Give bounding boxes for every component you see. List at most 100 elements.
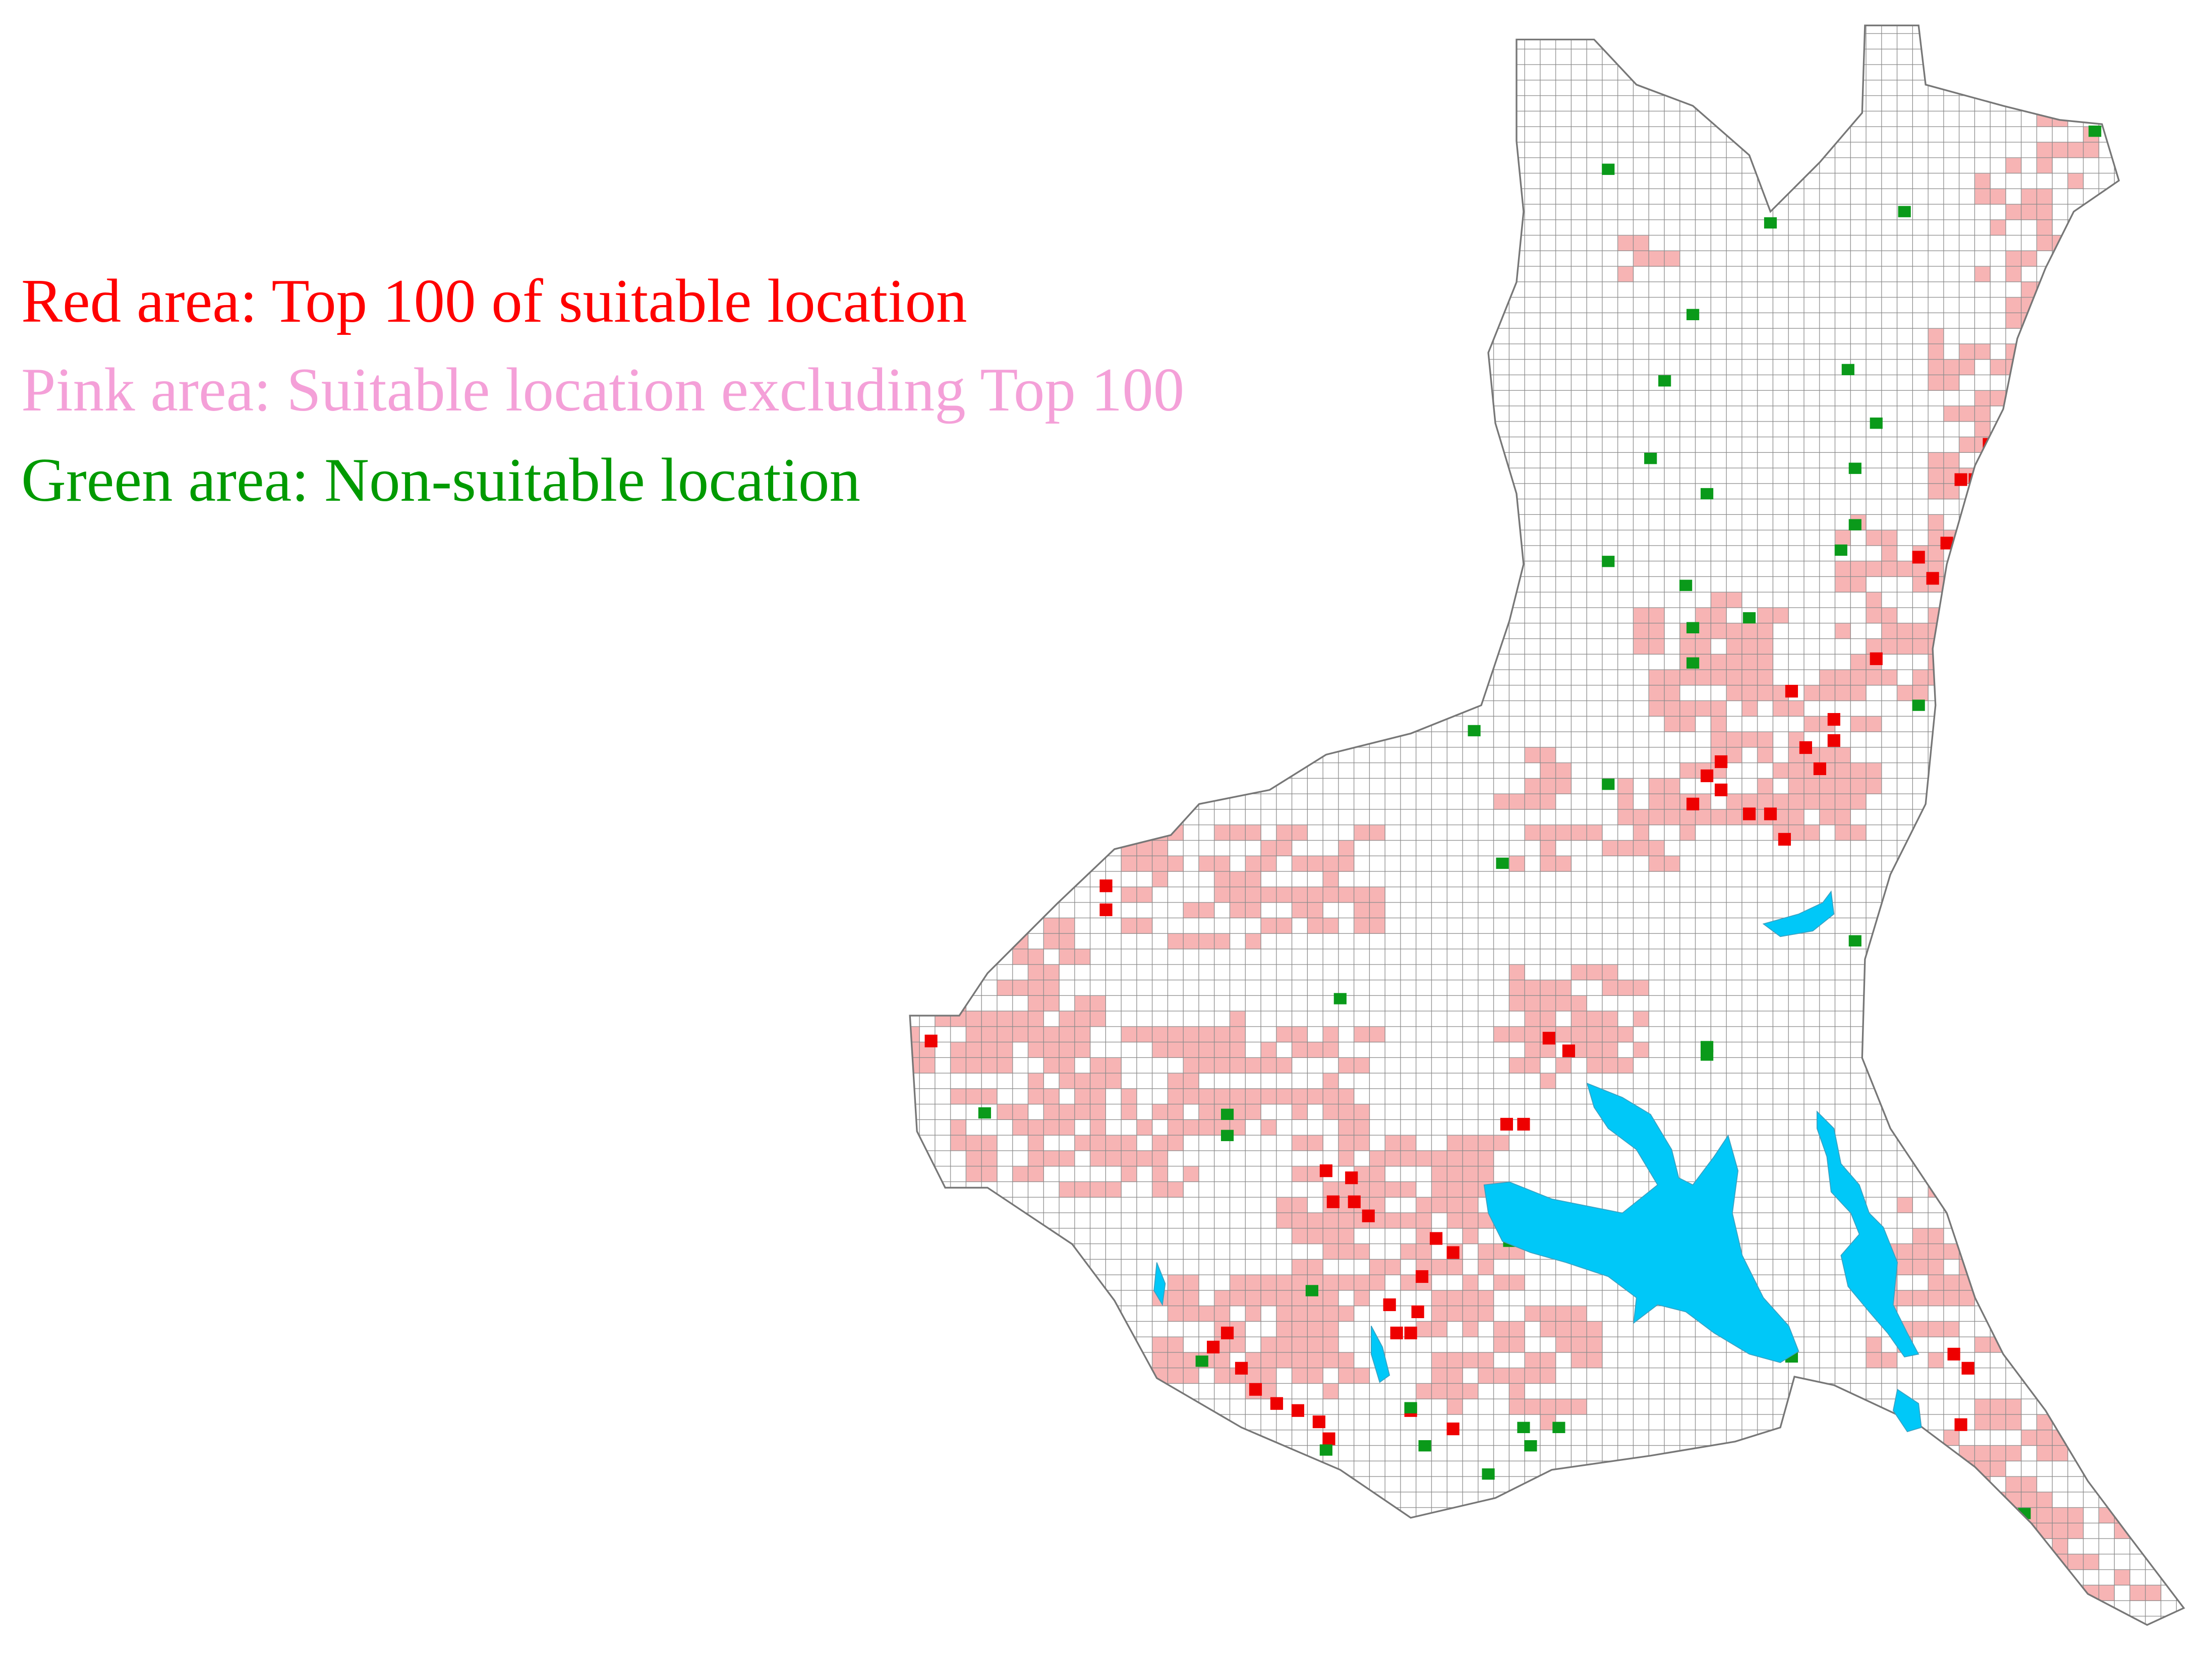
lake-small <box>1762 890 1835 937</box>
red-cell <box>1778 833 1791 846</box>
lake-kasumigaura <box>1483 1082 1799 1364</box>
red-cell <box>1446 1423 1460 1436</box>
lake-small <box>1153 1262 1166 1306</box>
red-cell <box>1542 1032 1555 1045</box>
pink-cell <box>2083 282 2115 298</box>
green-cell <box>1220 1130 1234 1141</box>
pink-cell <box>919 933 936 950</box>
red-cell <box>1390 1326 1403 1339</box>
pink-cell <box>910 949 920 965</box>
green-cell <box>1742 612 1756 624</box>
pink-cell <box>2068 266 2100 282</box>
red-cell <box>1714 783 1728 797</box>
pink-cell <box>1975 515 1991 530</box>
green-cell <box>1686 657 1700 669</box>
pink-cell <box>2037 298 2068 314</box>
pink-cell <box>1959 1476 1975 1493</box>
pink-cell <box>1990 437 2006 453</box>
lake-small <box>1371 1326 1390 1383</box>
green-cell <box>1602 163 1615 175</box>
pink-cell <box>2021 344 2038 360</box>
pink-cell <box>1137 825 1153 841</box>
green-cell <box>1658 375 1671 387</box>
pink-cell <box>2083 313 2100 329</box>
pink-cell <box>935 949 967 965</box>
red-cell <box>1249 1383 1262 1396</box>
pink-cell <box>1975 468 2006 484</box>
red-cell <box>1319 1164 1332 1177</box>
green-cell <box>1834 544 1847 556</box>
pink-cell <box>1959 1508 1975 1524</box>
red-cell <box>1322 1432 1335 1445</box>
pink-cell <box>910 980 920 996</box>
legend-pink: Pink area: Suitable location excluding T… <box>21 355 1184 424</box>
red-cell <box>1912 551 1925 564</box>
pink-cell <box>910 949 936 965</box>
green-cell <box>978 1107 992 1119</box>
green-cell <box>1898 206 1911 217</box>
green-cell <box>1195 1355 1208 1367</box>
red-cell <box>1220 1326 1234 1339</box>
pink-cell <box>1959 1228 1991 1245</box>
lakes <box>1153 890 1922 1433</box>
pink-cell <box>1959 1492 1991 1508</box>
pink-cell <box>951 965 982 981</box>
green-cell <box>1418 1440 1431 1452</box>
red-cell <box>1348 1195 1361 1208</box>
red-cell <box>1926 572 1939 585</box>
green-cell <box>1848 462 1861 474</box>
lake-small <box>1892 1388 1922 1433</box>
red-cell <box>1362 1209 1375 1222</box>
pink-cell <box>997 918 1013 934</box>
pink-cell <box>2006 1523 2022 1539</box>
red-cell <box>1206 1340 1220 1353</box>
green-cell <box>1319 1444 1332 1456</box>
pink-cell <box>1975 530 1991 546</box>
green-cell <box>1220 1108 1234 1120</box>
red-cell <box>1799 741 1812 754</box>
red-cell <box>1947 1347 1960 1361</box>
red-cell <box>1961 1362 1974 1375</box>
red-cell <box>1500 1117 1513 1131</box>
green-cell <box>1496 857 1509 869</box>
green-cell <box>1701 1049 1714 1061</box>
red-cell <box>1446 1246 1460 1259</box>
red-cell <box>1383 1298 1396 1312</box>
red-cell <box>1326 1195 1340 1208</box>
pink-cell <box>1975 515 1991 530</box>
green-cell <box>1841 364 1854 376</box>
green-cell <box>1552 1422 1565 1433</box>
legend-red: Red area: Top 100 of suitable location <box>21 266 967 335</box>
red-cell <box>1235 1362 1248 1375</box>
green-cell <box>1468 725 1481 737</box>
pink-cell <box>1990 515 2022 530</box>
red-cell <box>924 1034 938 1047</box>
green-cell <box>1686 622 1700 633</box>
green-cell <box>1912 1461 1925 1473</box>
green-cell <box>1644 452 1657 464</box>
pink-cell <box>966 933 998 950</box>
pink-cell <box>2068 344 2100 360</box>
pink-cell <box>2037 282 2068 298</box>
pink-cell <box>1990 499 2022 515</box>
red-cell <box>1686 797 1700 811</box>
highlight-cells <box>924 125 2102 1519</box>
red-cell <box>1742 807 1756 820</box>
red-cell <box>1517 1117 1530 1131</box>
legend-green: Green area: Non-suitable location <box>21 445 860 514</box>
red-cell <box>1714 755 1728 768</box>
green-cell <box>2088 125 2102 137</box>
red-cell <box>1785 685 1798 698</box>
pink-cell <box>1975 1244 1991 1260</box>
green-cell <box>1686 309 1700 321</box>
red-cell <box>1291 1404 1305 1417</box>
red-cell <box>1562 1044 1576 1057</box>
pink-cell <box>1959 1182 1975 1198</box>
green-cell <box>1524 1440 1537 1452</box>
red-cell <box>1345 1171 1358 1185</box>
pink-cell <box>1975 1492 2006 1508</box>
red-cell <box>1411 1305 1424 1319</box>
red-cell <box>1813 762 1826 776</box>
green-cell <box>1482 1468 1495 1480</box>
red-cell <box>1270 1397 1284 1410</box>
